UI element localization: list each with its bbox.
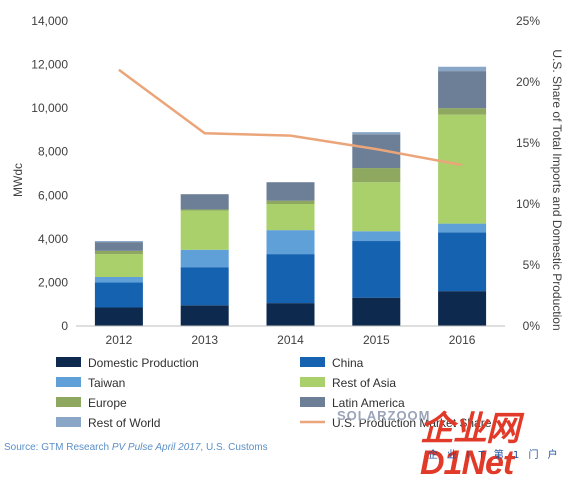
legend-swatch: [56, 377, 81, 387]
bar-rest-of-asia: [266, 204, 315, 231]
bar-rest-of-asia: [438, 114, 487, 224]
chart: 0 2,000 4,000 6,000 8,000 10,000 12,000 14,000 0…: [11, 14, 564, 430]
legend: Domestic Production China Taiwan Rest of As…: [56, 356, 492, 430]
bar-taiwan: [266, 230, 315, 255]
legend-label: Europe: [88, 396, 127, 410]
bar-china: [94, 282, 143, 308]
x-tick-label: 2013: [191, 333, 218, 347]
bar-latin-america: [266, 182, 315, 201]
plot-area: 0 2,000 4,000 6,000 8,000 10,000 12,000 14,000 0…: [31, 14, 540, 347]
y2-axis-title: U.S. Share of Total Imports and Domestic…: [550, 49, 564, 330]
x-tick-label: 2014: [277, 333, 304, 347]
us-share-line: [118, 68, 463, 167]
bar-domestic-production: [94, 307, 143, 326]
bar-domestic-production: [266, 303, 315, 326]
y2-tick-label: 15%: [516, 136, 540, 150]
bar-taiwan: [438, 223, 487, 233]
bar-europe: [94, 250, 143, 255]
y-tick-label: 4,000: [38, 232, 68, 246]
bar-taiwan: [94, 276, 143, 283]
watermark-tagline: 企 业 I T 第 1 门 户: [428, 450, 561, 461]
legend-label: Latin America: [332, 396, 405, 410]
bar-europe: [180, 209, 229, 211]
source-note: Source: GTM Research PV Pulse April 2017…: [4, 442, 268, 453]
y-tick-label: 14,000: [31, 14, 68, 28]
legend-swatch: [56, 417, 81, 427]
bar-china: [438, 232, 487, 292]
y-tick-label: 10,000: [31, 101, 68, 115]
bar-taiwan: [180, 249, 229, 268]
bar-domestic-production: [438, 291, 487, 326]
bar-europe: [266, 200, 315, 204]
bar-rest-of-asia: [94, 254, 143, 277]
legend-swatch: [300, 357, 325, 367]
bar-domestic-production: [180, 305, 229, 326]
source-publication: PV Pulse April 2017: [111, 442, 201, 453]
legend-label: Taiwan: [88, 376, 125, 390]
legend-swatch: [56, 357, 81, 367]
x-tick-label: 2015: [363, 333, 390, 347]
y-axis-title: MWdc: [11, 163, 25, 197]
bar-rest-of-asia: [352, 182, 401, 232]
legend-label: Domestic Production: [88, 356, 199, 370]
y-tick-label: 2,000: [38, 275, 68, 289]
y-tick-label: 6,000: [38, 188, 68, 202]
source-prefix: Source: GTM Research: [4, 442, 112, 453]
bar-rest-of-world: [94, 241, 143, 243]
bar-taiwan: [352, 231, 401, 242]
legend-label: Rest of Asia: [332, 376, 396, 390]
y-tick-label: 8,000: [38, 145, 68, 159]
y-tick-label: 12,000: [31, 58, 68, 72]
bar-rest-of-world: [352, 132, 401, 135]
bar-china: [180, 267, 229, 306]
source-suffix: , U.S. Customs: [200, 442, 268, 453]
bar-china: [266, 254, 315, 304]
y2-tick-label: 5%: [523, 258, 541, 272]
legend-label: China: [332, 356, 364, 370]
bar-latin-america: [94, 242, 143, 251]
bar-domestic-production: [352, 297, 401, 326]
y2-tick-label: 25%: [516, 14, 540, 28]
legend-label: U.S. Production Market Share: [332, 416, 492, 430]
y2-tick-label: 20%: [516, 75, 540, 89]
x-tick-label: 2016: [449, 333, 476, 347]
legend-swatch: [300, 397, 325, 407]
watermark-site: SOLARZOOM: [337, 408, 431, 423]
bar-china: [352, 241, 401, 298]
bar-europe: [352, 168, 401, 183]
x-tick-label: 2012: [106, 333, 133, 347]
bar-latin-america: [438, 71, 487, 109]
y-tick-label: 0: [61, 319, 68, 333]
bar-rest-of-asia: [180, 210, 229, 250]
bar-europe: [438, 108, 487, 115]
legend-swatch: [300, 377, 325, 387]
y2-tick-label: 0%: [523, 319, 541, 333]
legend-swatch: [56, 397, 81, 407]
bar-latin-america: [180, 194, 229, 210]
y2-tick-label: 10%: [516, 197, 540, 211]
legend-label: Rest of World: [88, 416, 160, 430]
bar-rest-of-world: [438, 66, 487, 72]
